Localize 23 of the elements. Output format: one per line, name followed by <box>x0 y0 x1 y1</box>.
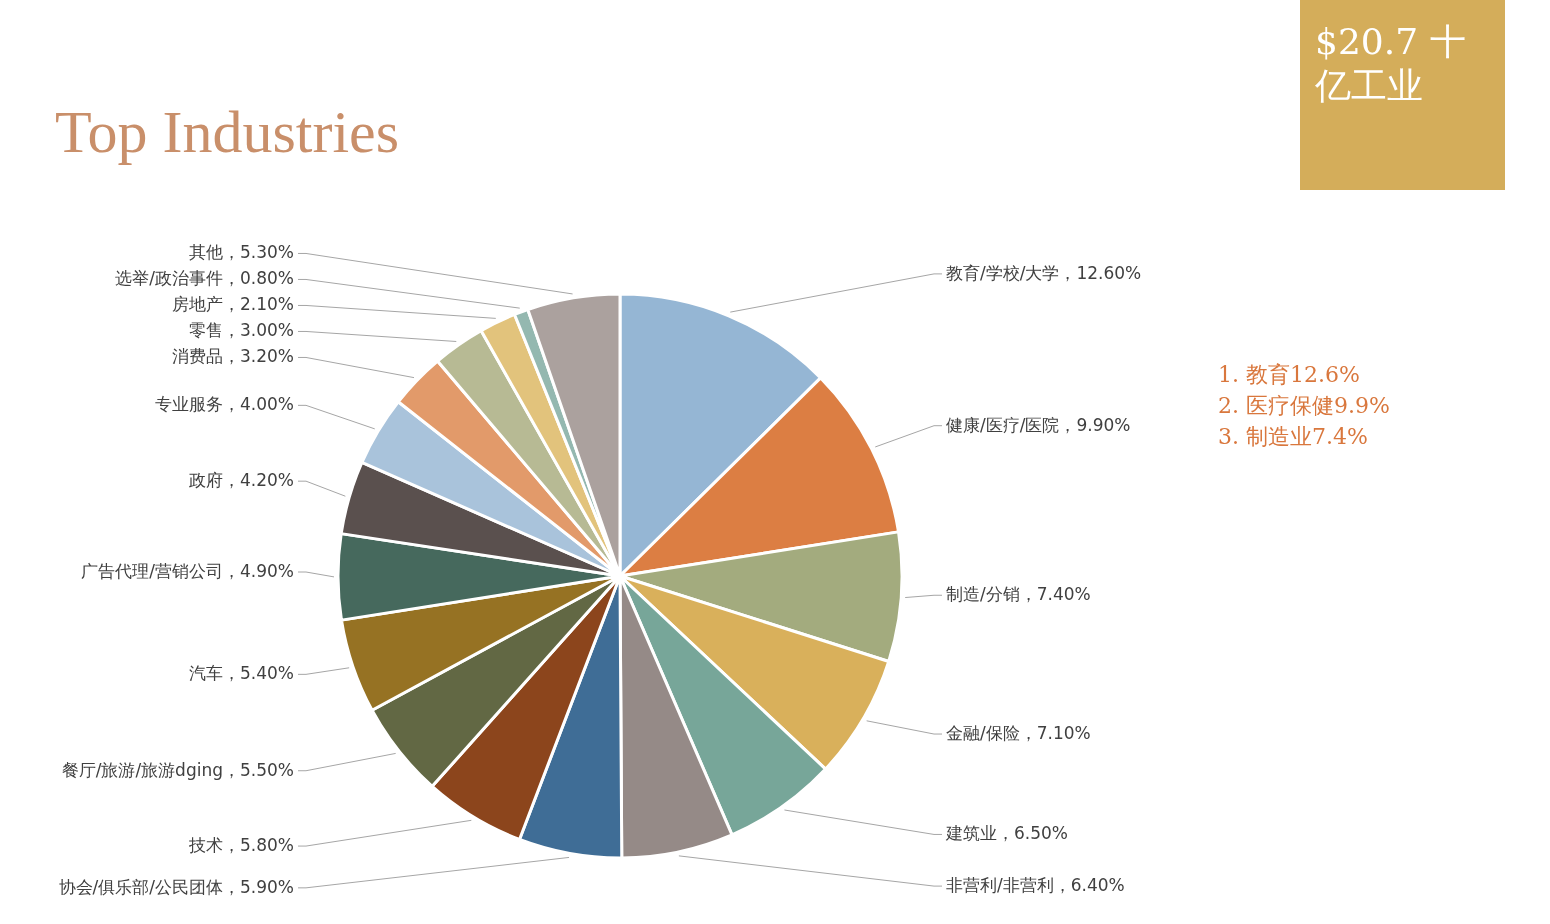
slice-label: 技术，5.80% <box>187 835 294 856</box>
text: 2. 医疗保健9.9% <box>1218 393 1390 418</box>
slice-label: 非营利/非营利，6.40% <box>946 875 1125 896</box>
slice-label: 健康/医疗/医院，9.90% <box>946 414 1131 435</box>
slice-label: 政府，4.20% <box>188 470 294 491</box>
slice-label: 制造/分销，7.40% <box>946 584 1091 605</box>
slice-label: 教育/学校/大学，12.60% <box>946 262 1142 283</box>
slice-label: 建筑业，6.50% <box>945 823 1069 844</box>
slice-label: 消费品，3.20% <box>171 346 294 367</box>
slice-label: 专业服务，4.00% <box>154 394 294 415</box>
slice-label: 餐厅/旅游/旅游dging，5.50% <box>61 759 294 780</box>
slice-label: 其他，5.30% <box>188 242 294 263</box>
chart-title: Top Industries <box>55 99 400 165</box>
slice-label: 选举/政治事件，0.80% <box>115 268 294 289</box>
slice-label: 房地产，2.10% <box>171 294 294 315</box>
slice-label: 广告代理/营销公司，4.90% <box>81 561 294 582</box>
text: $20.7 十亿工业 <box>1315 20 1467 108</box>
text: 3. 制造业7.4% <box>1218 424 1368 449</box>
slice-label: 协会/俱乐部/公民团体，5.90% <box>58 876 294 897</box>
slice-label: 金融/保险，7.10% <box>946 723 1091 744</box>
text: 1. 教育12.6% <box>1218 362 1360 387</box>
slice-label: 零售，3.00% <box>188 320 294 341</box>
slice-label: 汽车，5.40% <box>188 663 294 684</box>
